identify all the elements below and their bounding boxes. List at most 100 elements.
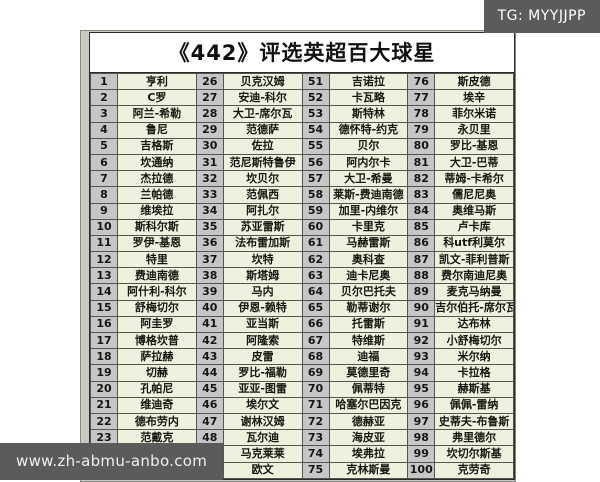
player-name-cell: 孔帕尼 — [117, 380, 197, 398]
player-name-cell: 范戴克 — [117, 429, 197, 447]
site-watermark: www.zh-abmu-anbo.com — [0, 443, 224, 480]
table-row: 4 鲁尼 29 范德萨 54 德怀特-约克 79 永贝里 — [90, 121, 514, 139]
rank-number-cell: 5 — [90, 137, 118, 155]
rank-number-cell: 56 — [301, 153, 330, 172]
rank-number-cell: 86 — [407, 234, 436, 253]
rank-number-cell: 84 — [407, 202, 436, 220]
player-name-cell: 马赫雷斯 — [328, 234, 409, 253]
player-name-cell: 迪福 — [328, 348, 409, 366]
player-name-cell: 佩蒂特 — [328, 380, 409, 398]
table-row: 16 阿圭罗 41 亚当斯 66 托雷斯 91 达布林 — [90, 315, 514, 334]
rank-number-cell: 85 — [407, 218, 436, 236]
table-row: 3 阿兰-希勒 28 大卫-席尔瓦 53 斯特林 78 菲尔米诺 — [90, 105, 514, 123]
rank-number-cell: 89 — [407, 283, 436, 301]
player-name-cell: 马内 — [222, 283, 303, 301]
rank-number-cell: 7 — [90, 170, 118, 188]
rank-number-cell: 67 — [301, 331, 330, 350]
player-name-cell: 法布雷加斯 — [222, 234, 303, 253]
rank-number-cell: 17 — [90, 331, 118, 350]
player-name-cell: 莫德里奇 — [328, 364, 409, 382]
table-row: 10 斯科尔斯 35 苏亚雷斯 60 卡里克 85 卢卡库 — [90, 218, 514, 236]
table-row: 2 C罗 27 安迪-科尔 52 卡瓦略 77 埃辛 — [90, 89, 514, 107]
player-name-cell: 托雷斯 — [328, 315, 409, 334]
player-name-cell: 坎贝尔 — [222, 170, 303, 188]
player-name-cell: 大卫-席尔瓦 — [222, 105, 303, 123]
rank-number-cell: 22 — [90, 412, 118, 431]
table-row: 15 舒梅切尔 40 伊恩-赖特 65 勒蒂谢尔 90 吉尔伯托-席尔瓦 — [90, 299, 514, 317]
rank-number-cell: 77 — [407, 89, 436, 107]
rank-number-cell: 62 — [301, 251, 330, 269]
rank-number-cell: 13 — [90, 267, 118, 285]
player-name-cell: 舒梅切尔 — [117, 299, 197, 317]
player-name-cell: 马克莱莱 — [222, 445, 303, 463]
rank-number-cell: 91 — [407, 315, 436, 334]
player-name-cell: 费迪南德 — [117, 267, 197, 285]
player-name-cell: 伊恩-赖特 — [222, 299, 303, 317]
rank-number-cell: 29 — [195, 121, 224, 139]
table-row: 23 范戴克 48 瓦尔迪 73 海皮亚 98 弗里德尔 — [90, 429, 514, 447]
rank-number-cell: 35 — [195, 218, 224, 236]
rank-number-cell: 57 — [301, 170, 330, 188]
player-name-cell: 佩佩-雷纳 — [434, 396, 514, 414]
rank-number-cell: 48 — [195, 429, 224, 447]
player-name-cell: C罗 — [117, 89, 197, 107]
player-name-cell: 德怀特-约克 — [328, 121, 409, 139]
rank-number-cell: 54 — [301, 121, 330, 139]
rank-number-cell: 6 — [90, 153, 118, 172]
table-row: 18 萨拉赫 43 皮雷 68 迪福 93 米尔纳 — [90, 348, 514, 366]
rank-number-cell: 94 — [407, 364, 436, 382]
rank-number-cell: 66 — [301, 315, 330, 334]
player-name-cell: 范佩西 — [222, 186, 303, 204]
rank-number-cell: 71 — [301, 396, 330, 414]
rank-number-cell: 88 — [407, 267, 436, 285]
rank-number-cell: 87 — [407, 251, 436, 269]
rank-number-cell: 37 — [195, 251, 224, 269]
table-row: 8 兰帕德 33 范佩西 58 莱斯-费迪南德 83 儒尼尼奥 — [90, 186, 514, 204]
player-name-cell: 儒尼尼奥 — [434, 186, 514, 204]
rank-number-cell: 72 — [301, 412, 330, 431]
player-name-cell: 萨拉赫 — [117, 348, 197, 366]
table-row: 12 特里 37 坎特 62 奥科查 87 凯文-菲利普斯 — [90, 251, 514, 269]
rank-number-cell: 58 — [301, 186, 330, 204]
player-name-cell: 阿什利-科尔 — [117, 283, 197, 301]
rank-number-cell: 70 — [301, 380, 330, 398]
rank-number-cell: 83 — [407, 186, 436, 204]
player-name-cell: 鲁尼 — [117, 121, 197, 139]
rank-number-cell: 55 — [301, 137, 330, 155]
player-name-cell: 阿兰-希勒 — [117, 105, 197, 123]
player-name-cell: 阿圭罗 — [117, 315, 197, 334]
rank-number-cell: 2 — [90, 89, 118, 107]
player-name-cell: 亨利 — [117, 72, 197, 91]
player-name-cell: 大卫-希曼 — [328, 170, 409, 188]
player-name-cell: 大卫-巴蒂 — [434, 153, 514, 172]
player-name-cell: 罗伊-基恩 — [117, 234, 197, 253]
player-name-cell: 米尔纳 — [434, 348, 514, 366]
player-name-cell: 亚亚-图雷 — [222, 380, 303, 398]
player-name-cell: 吉诺拉 — [328, 72, 409, 91]
rank-number-cell: 18 — [90, 348, 118, 366]
player-name-cell: 麦克马纳曼 — [434, 283, 514, 301]
rank-number-cell: 32 — [195, 170, 224, 188]
rank-number-cell: 9 — [90, 202, 118, 220]
rank-number-cell: 60 — [301, 218, 330, 236]
player-name-cell: 蒂姆-卡希尔 — [434, 170, 514, 188]
rank-number-cell: 93 — [407, 348, 436, 366]
rank-number-cell: 76 — [407, 72, 436, 91]
table-row: 6 坎通纳 31 范尼斯特鲁伊 56 阿内尔卡 81 大卫-巴蒂 — [90, 153, 514, 172]
rank-number-cell: 39 — [195, 283, 224, 301]
rank-number-cell: 69 — [301, 364, 330, 382]
player-name-cell: 吉格斯 — [117, 137, 197, 155]
player-name-cell: 维迪奇 — [117, 396, 197, 414]
player-name-cell: 费尔南迪尼奥 — [434, 267, 514, 285]
player-name-cell: 阿内尔卡 — [328, 153, 409, 172]
rank-number-cell: 14 — [90, 283, 118, 301]
rank-number-cell: 21 — [90, 396, 118, 414]
rank-number-cell: 44 — [195, 364, 224, 382]
rank-number-cell: 40 — [195, 299, 224, 317]
player-name-cell: 小舒梅切尔 — [434, 331, 514, 350]
player-name-cell: 杰拉德 — [117, 170, 197, 188]
rank-number-cell: 95 — [407, 380, 436, 398]
player-name-cell: 吉尔伯托-席尔瓦 — [434, 299, 514, 317]
player-name-cell: 特里 — [117, 251, 197, 269]
player-name-cell: 佐拉 — [222, 137, 303, 155]
